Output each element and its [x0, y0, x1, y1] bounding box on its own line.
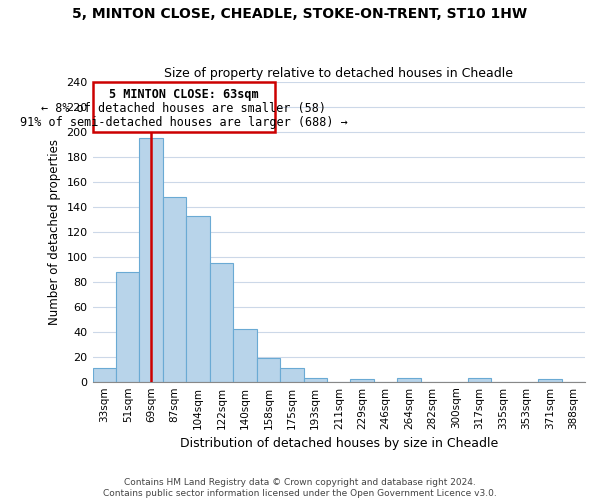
- Bar: [210, 263, 233, 382]
- Bar: [139, 138, 163, 382]
- Bar: [233, 329, 257, 382]
- Text: 5, MINTON CLOSE, CHEADLE, STOKE-ON-TRENT, ST10 1HW: 5, MINTON CLOSE, CHEADLE, STOKE-ON-TRENT…: [73, 8, 527, 22]
- Text: 5 MINTON CLOSE: 63sqm: 5 MINTON CLOSE: 63sqm: [109, 88, 259, 102]
- Bar: [280, 368, 304, 382]
- Bar: [304, 378, 327, 382]
- Bar: [350, 379, 374, 382]
- Text: ← 8% of detached houses are smaller (58): ← 8% of detached houses are smaller (58): [41, 102, 326, 115]
- Bar: [468, 378, 491, 382]
- Title: Size of property relative to detached houses in Cheadle: Size of property relative to detached ho…: [164, 66, 513, 80]
- Bar: [92, 368, 116, 382]
- Text: Contains HM Land Registry data © Crown copyright and database right 2024.
Contai: Contains HM Land Registry data © Crown c…: [103, 478, 497, 498]
- Bar: [187, 216, 210, 382]
- FancyBboxPatch shape: [92, 82, 275, 132]
- Bar: [538, 379, 562, 382]
- Bar: [163, 197, 187, 382]
- Bar: [397, 378, 421, 382]
- X-axis label: Distribution of detached houses by size in Cheadle: Distribution of detached houses by size …: [179, 437, 498, 450]
- Bar: [257, 358, 280, 382]
- Text: 91% of semi-detached houses are larger (688) →: 91% of semi-detached houses are larger (…: [20, 116, 348, 129]
- Y-axis label: Number of detached properties: Number of detached properties: [48, 139, 61, 325]
- Bar: [116, 272, 139, 382]
